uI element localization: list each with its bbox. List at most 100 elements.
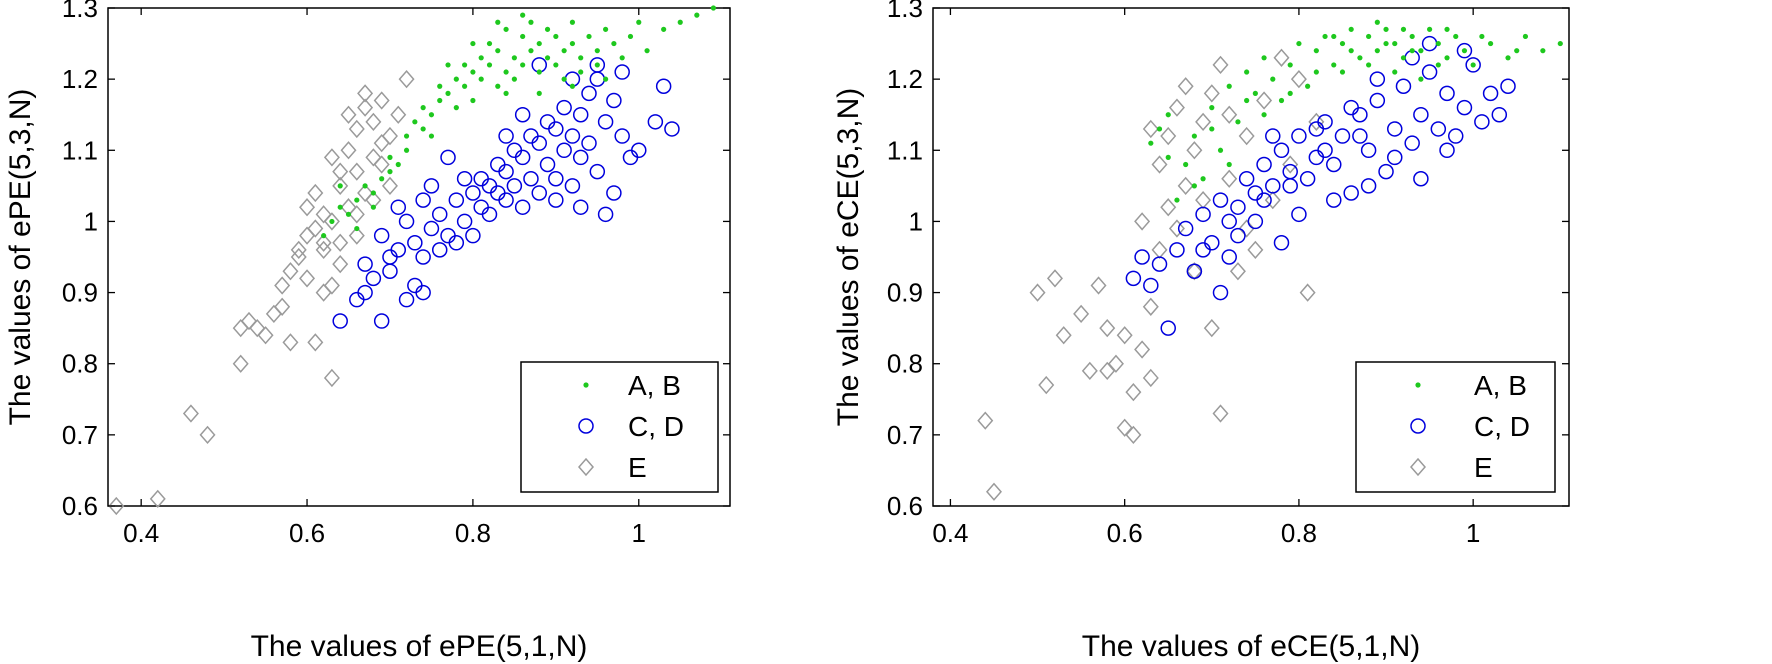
point-cd <box>1439 142 1455 159</box>
point-ab <box>1165 112 1171 118</box>
point-ab <box>495 48 501 54</box>
point-cd <box>606 92 622 109</box>
point-ab <box>544 26 551 32</box>
point-e <box>1125 383 1142 402</box>
point-ab <box>354 225 360 232</box>
point-ab <box>1270 76 1276 82</box>
point-e <box>1186 141 1203 160</box>
point-cd <box>589 163 606 180</box>
y-tick-label: 1.3 <box>887 0 923 23</box>
legend-e-label: E <box>628 452 647 483</box>
point-cd <box>448 235 465 251</box>
point-ab <box>1244 97 1250 104</box>
point-cd <box>1360 178 1377 194</box>
point-ab <box>1148 140 1154 146</box>
point-cd <box>498 163 514 180</box>
point-cd <box>606 185 622 201</box>
point-ab <box>445 62 451 68</box>
y-tick-label: 0.6 <box>887 491 923 521</box>
point-cd <box>1273 142 1290 159</box>
point-ab <box>1400 55 1407 61</box>
point-ab <box>486 62 493 68</box>
point-e <box>977 411 994 430</box>
point-e <box>357 183 374 203</box>
point-e <box>1073 304 1090 324</box>
point-ab <box>387 154 393 160</box>
point-cd <box>390 199 407 215</box>
point-cd <box>398 291 415 308</box>
left-scatter-panel: 0.4 0.6 0.8 1 0.6 0.7 0.8 0.9 1 1.1 1.2 1.3 The val… <box>4 0 731 663</box>
point-cd <box>440 149 456 166</box>
point-ab <box>594 48 600 54</box>
point-e <box>323 212 340 231</box>
point-ab <box>362 183 368 189</box>
point-ab <box>503 26 509 32</box>
point-e <box>381 126 398 146</box>
point-cd <box>1221 213 1237 230</box>
point-cd <box>1247 213 1264 230</box>
point-ab <box>661 26 667 32</box>
point-ab <box>569 19 576 25</box>
point-ab <box>1409 48 1415 54</box>
point-ab <box>470 40 476 47</box>
point-ab <box>578 69 584 75</box>
point-ab <box>379 176 385 182</box>
point-cd <box>415 249 431 265</box>
point-ab <box>1156 126 1163 132</box>
point-ab <box>395 161 401 168</box>
point-ab <box>1409 33 1415 40</box>
point-cd <box>1230 227 1246 244</box>
point-ab <box>1400 26 1407 32</box>
point-cd <box>1343 99 1359 116</box>
point-ab <box>1183 161 1189 168</box>
point-cd <box>1456 99 1473 116</box>
y-tick-label: 1.1 <box>62 135 98 165</box>
point-ab <box>403 133 410 139</box>
x-tick-label: 0.8 <box>1281 518 1317 548</box>
point-ab <box>1191 183 1197 189</box>
point-cd <box>431 206 448 223</box>
y-tick-label: 0.8 <box>62 349 98 379</box>
point-cd <box>1378 163 1394 180</box>
point-cd <box>1447 128 1464 144</box>
point-cd <box>506 178 523 194</box>
point-e <box>1186 262 1203 281</box>
point-ab <box>1244 69 1250 75</box>
point-ab <box>321 233 327 239</box>
point-ab <box>1392 69 1398 75</box>
data-points <box>108 5 717 516</box>
point-e <box>1273 48 1290 67</box>
point-cd <box>1474 114 1490 130</box>
point-ab <box>462 83 468 89</box>
point-ab <box>1348 48 1354 54</box>
point-cd <box>1265 128 1281 144</box>
point-ab <box>536 69 542 75</box>
point-cd <box>614 64 630 80</box>
point-cd <box>1326 156 1342 173</box>
point-e <box>1177 176 1194 195</box>
point-e <box>1125 425 1142 444</box>
point-ab <box>437 83 443 89</box>
point-ab <box>1461 48 1468 54</box>
point-e <box>307 183 324 203</box>
point-ab <box>337 183 343 189</box>
point-ab <box>569 83 576 89</box>
point-e <box>182 404 199 423</box>
point-cd <box>572 106 589 123</box>
point-e <box>1116 418 1133 437</box>
point-ab <box>1383 40 1389 47</box>
point-e <box>1055 326 1072 345</box>
point-ab <box>1427 26 1433 32</box>
point-cd <box>1125 270 1142 287</box>
point-e <box>1151 155 1168 174</box>
point-ab <box>370 204 376 210</box>
point-cd <box>1456 42 1473 59</box>
point-cd <box>564 178 581 194</box>
point-cd <box>481 206 498 223</box>
point-ab <box>1383 26 1389 32</box>
point-cd <box>498 192 514 208</box>
point-ab <box>1174 197 1180 203</box>
point-ab <box>1165 154 1171 160</box>
point-cd <box>407 235 423 251</box>
